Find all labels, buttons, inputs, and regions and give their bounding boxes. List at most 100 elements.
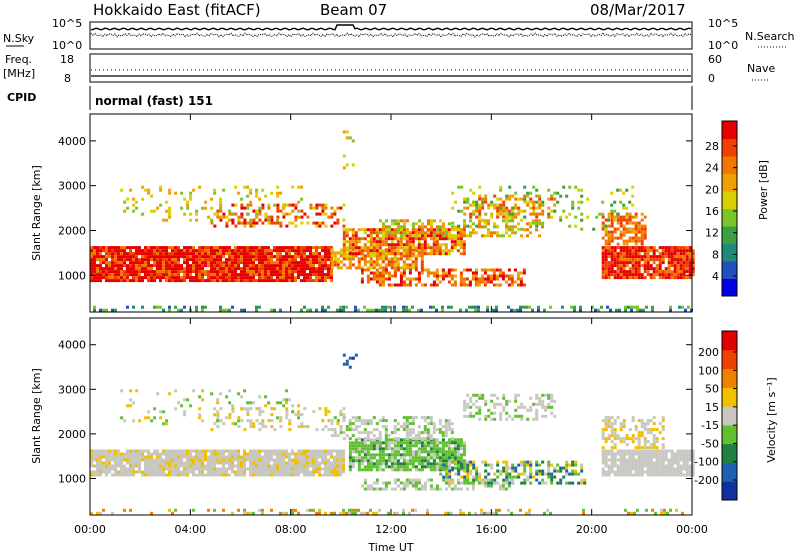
echo-cell (391, 438, 394, 441)
echo-cell (505, 488, 508, 491)
echo-cell (623, 264, 626, 267)
echo-cell (183, 474, 186, 477)
noise-left-tick-low: 10^0 (52, 39, 82, 52)
echo-cell (671, 252, 674, 255)
echo-cell (463, 415, 466, 418)
echo-cell (460, 186, 463, 189)
echo-cell (499, 485, 502, 488)
echo-cell (385, 447, 388, 450)
echo-cell (126, 462, 129, 465)
echo-cell (445, 462, 448, 465)
echo-cell (421, 447, 424, 450)
echo-cell (529, 473, 532, 476)
echo-cell (352, 243, 355, 246)
echo-cell (454, 488, 457, 491)
echo-cell (147, 410, 150, 413)
echo-cell (138, 456, 141, 459)
echo-cell (315, 456, 318, 459)
echo-cell (668, 273, 671, 276)
echo-cell (641, 258, 644, 261)
echo-cell (237, 450, 240, 453)
echo-cell (213, 422, 216, 425)
echo-cell (165, 462, 168, 465)
echo-cell (234, 471, 237, 474)
echo-cell (683, 453, 686, 456)
echo-cell (270, 273, 273, 276)
echo-cell (662, 474, 665, 477)
echo-cell (291, 258, 294, 261)
colorbar-swatch (722, 121, 737, 139)
echo-cell (457, 465, 460, 468)
echo-cell (635, 465, 638, 468)
echo-cell (689, 249, 692, 252)
echo-cell (629, 252, 632, 255)
echo-cell (367, 254, 370, 257)
echo-cell (180, 471, 183, 474)
echo-cell (297, 413, 300, 416)
echo-cell (147, 416, 150, 419)
echo-cell (258, 422, 261, 425)
echo-cell (424, 231, 427, 234)
echo-cell (309, 207, 312, 210)
echo-cell (550, 476, 553, 479)
echo-cell (478, 278, 481, 281)
echo-cell (495, 306, 498, 309)
echo-cell (321, 255, 324, 258)
echo-cell (156, 264, 159, 267)
echo-cell (183, 410, 186, 413)
echo-cell (270, 267, 273, 270)
echo-cell (168, 216, 171, 219)
echo-cell (409, 479, 412, 482)
echo-cell (382, 240, 385, 243)
echo-cell (123, 456, 126, 459)
echo-cell (102, 267, 105, 270)
echo-cell (367, 488, 370, 491)
echo-cell (547, 213, 550, 216)
echo-cell (668, 258, 671, 261)
echo-cell (659, 258, 662, 261)
echo-cell (686, 465, 689, 468)
echo-cell (376, 441, 379, 444)
echo-cell (650, 474, 653, 477)
echo-cell (352, 257, 355, 260)
echo-cell (385, 228, 388, 231)
echo-cell (451, 243, 454, 246)
echo-cell (550, 195, 553, 198)
echo-cell (276, 249, 279, 252)
echo-cell (385, 444, 388, 447)
echo-cell (165, 419, 168, 422)
echo-cell (216, 246, 219, 249)
echo-cell (195, 249, 198, 252)
echo-cell (99, 468, 102, 471)
echo-cell (451, 488, 454, 491)
echo-cell (228, 401, 231, 404)
echo-cell (605, 465, 608, 468)
echo-cell (352, 450, 355, 453)
echo-cell (409, 281, 412, 284)
echo-cell (144, 273, 147, 276)
echo-cell (186, 249, 189, 252)
echo-cell (629, 267, 632, 270)
echo-cell (632, 228, 635, 231)
echo-cell (553, 470, 556, 473)
echo-cell (120, 389, 123, 392)
echo-cell (210, 471, 213, 474)
echo-cell (674, 468, 677, 471)
echo-cell (222, 422, 225, 425)
echo-cell (150, 419, 153, 422)
echo-cell (466, 479, 469, 482)
echo-cell (373, 434, 376, 437)
echo-cell (490, 275, 493, 278)
echo-cell (436, 468, 439, 471)
echo-cell (586, 216, 589, 219)
echo-cell (571, 204, 574, 207)
echo-cell (505, 213, 508, 216)
echo-cell (611, 471, 614, 474)
echo-cell (249, 453, 252, 456)
echo-cell (613, 201, 616, 204)
echo-cell (502, 406, 505, 409)
echo-cell (219, 219, 222, 222)
echo-cell (514, 470, 517, 473)
echo-cell (285, 246, 288, 249)
echo-cell (668, 249, 671, 252)
